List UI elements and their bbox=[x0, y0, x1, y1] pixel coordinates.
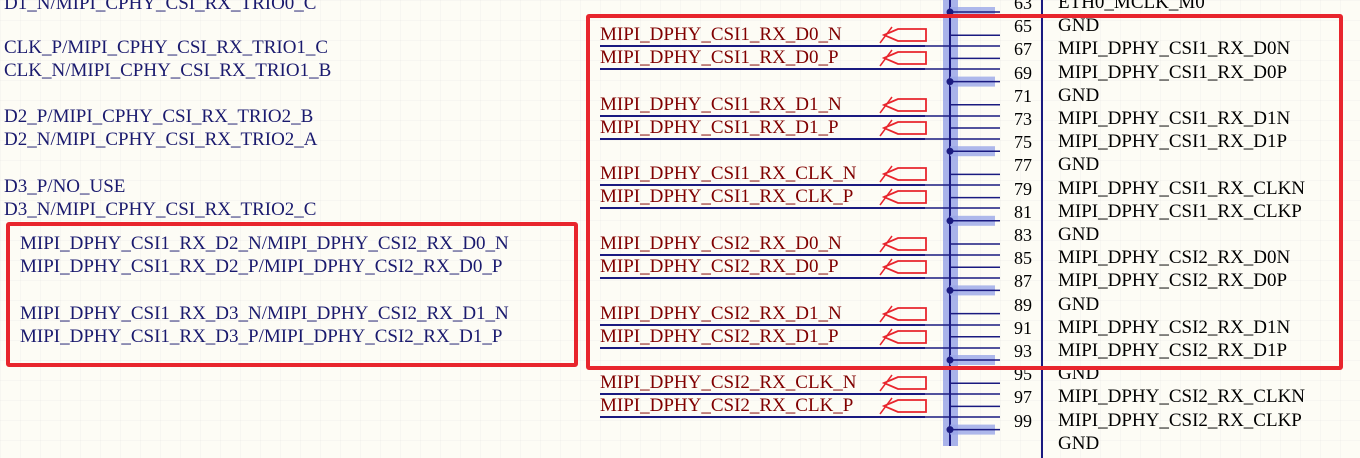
net-label: MIPI_DPHY_CSI2_RX_D0_N bbox=[600, 234, 925, 256]
pin-signal: GND bbox=[1058, 15, 1100, 37]
net-label: MIPI_DPHY_CSI2_RX_D1_P bbox=[600, 327, 925, 349]
port-symbol bbox=[881, 307, 927, 321]
net-label: MIPI_DPHY_CSI2_RX_CLK_N bbox=[600, 373, 925, 395]
pin-number: 65 bbox=[1014, 16, 1032, 37]
pin-signal: GND bbox=[1058, 432, 1100, 454]
port-slash bbox=[879, 26, 893, 44]
boxed-net-label: MIPI_DPHY_CSI1_RX_D3_P/MIPI_DPHY_CSI2_RX… bbox=[20, 326, 503, 347]
left-net-label: D3_P/NO_USE bbox=[4, 176, 126, 197]
boxed-net-label: MIPI_DPHY_CSI1_RX_D2_P/MIPI_DPHY_CSI2_RX… bbox=[20, 256, 503, 277]
highlight-box-left bbox=[6, 222, 578, 367]
pin-number: 77 bbox=[1014, 155, 1032, 176]
pin-signal: MIPI_DPHY_CSI2_RX_CLKP bbox=[1058, 409, 1302, 431]
pin-number: 69 bbox=[1014, 62, 1032, 83]
pin-number: 93 bbox=[1014, 341, 1032, 361]
port-symbol bbox=[881, 376, 927, 390]
port-slash bbox=[879, 96, 893, 114]
pin-number: 79 bbox=[1014, 178, 1032, 199]
left-net-label: D2_P/MIPI_CPHY_CSI_RX_TRIO2_B bbox=[4, 106, 314, 127]
pin-signal: GND bbox=[1058, 154, 1100, 176]
pin-number: 91 bbox=[1014, 317, 1032, 338]
port-slash bbox=[879, 374, 893, 392]
port-slash bbox=[879, 235, 893, 253]
port-symbol bbox=[881, 121, 927, 135]
pin-number: 89 bbox=[1014, 294, 1032, 315]
port-symbol bbox=[881, 330, 927, 344]
port-slash bbox=[879, 258, 893, 276]
pin-signal: MIPI_DPHY_CSI2_RX_D1P bbox=[1058, 340, 1288, 361]
pin-number: 67 bbox=[1014, 39, 1032, 60]
port-symbol bbox=[881, 399, 927, 413]
port-slash bbox=[879, 397, 893, 415]
net-label: MIPI_DPHY_CSI1_RX_CLK_P bbox=[600, 187, 925, 209]
pin-signal: MIPI_DPHY_CSI1_RX_D0N bbox=[1058, 38, 1291, 60]
pin-signal: GND bbox=[1058, 224, 1100, 245]
net-label: MIPI_DPHY_CSI2_RX_D0_P bbox=[600, 257, 925, 279]
net-label: MIPI_DPHY_CSI2_RX_CLK_P bbox=[600, 396, 925, 418]
port-slash bbox=[879, 305, 893, 323]
pin-number: 81 bbox=[1014, 201, 1032, 222]
net-label: MIPI_DPHY_CSI1_RX_D1_P bbox=[600, 118, 925, 140]
highlight-box-right bbox=[586, 14, 1343, 370]
pin-number: 75 bbox=[1014, 132, 1032, 153]
pin-signal: MIPI_DPHY_CSI2_RX_D0P bbox=[1058, 270, 1288, 292]
left-net-label: D2_N/MIPI_CPHY_CSI_RX_TRIO2_A bbox=[4, 129, 318, 150]
port-slash bbox=[879, 119, 893, 137]
net-label: MIPI_DPHY_CSI1_RX_CLK_N bbox=[600, 164, 925, 186]
pin-number: 73 bbox=[1014, 109, 1032, 129]
port-slash bbox=[879, 165, 893, 183]
pin-signal: MIPI_DPHY_CSI1_RX_D1N bbox=[1058, 108, 1291, 129]
pin-signal: MIPI_DPHY_CSI1_RX_D0P bbox=[1058, 61, 1288, 83]
net-label: MIPI_DPHY_CSI1_RX_D1_N bbox=[600, 95, 925, 117]
port-symbol bbox=[881, 167, 927, 181]
pin-number: 87 bbox=[1014, 271, 1032, 292]
net-label: MIPI_DPHY_CSI1_RX_D0_N bbox=[600, 25, 925, 47]
boxed-net-label: MIPI_DPHY_CSI1_RX_D3_N/MIPI_DPHY_CSI2_RX… bbox=[20, 303, 509, 324]
pin-signal: MIPI_DPHY_CSI2_RX_D1N bbox=[1058, 316, 1291, 338]
pin-signal: MIPI_DPHY_CSI1_RX_CLKN bbox=[1058, 177, 1306, 199]
net-label: MIPI_DPHY_CSI1_RX_D0_P bbox=[600, 48, 925, 70]
left-net-label: D1_N/MIPI_CPHY_CSI_RX_TRIO0_C bbox=[4, 0, 317, 14]
pin-number: 85 bbox=[1014, 248, 1032, 269]
pin-signal: GND bbox=[1058, 293, 1100, 315]
port-symbol bbox=[881, 98, 927, 112]
port-symbol bbox=[881, 28, 927, 42]
port-symbol bbox=[881, 51, 927, 65]
port-slash bbox=[879, 49, 893, 67]
pin-number: 83 bbox=[1014, 225, 1032, 245]
pin-number: 63 bbox=[1014, 0, 1032, 13]
port-slash bbox=[879, 328, 893, 346]
port-symbol bbox=[881, 260, 927, 274]
boxed-net-label: MIPI_DPHY_CSI1_RX_D2_N/MIPI_DPHY_CSI2_RX… bbox=[20, 233, 509, 254]
pin-signal: MIPI_DPHY_CSI1_RX_CLKP bbox=[1058, 200, 1302, 222]
pin-number: 71 bbox=[1014, 85, 1032, 106]
left-net-label: CLK_N/MIPI_CPHY_CSI_RX_TRIO1_B bbox=[4, 60, 332, 81]
pin-signal: GND bbox=[1058, 84, 1100, 106]
pin-signal: MIPI_DPHY_CSI2_RX_D0N bbox=[1058, 247, 1291, 269]
pin-number: 97 bbox=[1014, 387, 1032, 408]
left-net-label: CLK_P/MIPI_CPHY_CSI_RX_TRIO1_C bbox=[4, 37, 329, 58]
net-label: MIPI_DPHY_CSI2_RX_D1_N bbox=[600, 304, 925, 326]
pin-signal: MIPI_DPHY_CSI1_RX_D1P bbox=[1058, 131, 1288, 153]
left-net-label: D3_N/MIPI_CPHY_CSI_RX_TRIO2_C bbox=[4, 199, 317, 220]
pin-number: 99 bbox=[1014, 410, 1032, 431]
port-symbol bbox=[881, 190, 927, 204]
port-symbol bbox=[881, 237, 927, 251]
pin-signal: MIPI_DPHY_CSI2_RX_CLKN bbox=[1058, 386, 1306, 408]
pin-signal: ETH0_MCLK_M0 bbox=[1058, 0, 1205, 13]
port-slash bbox=[879, 188, 893, 206]
